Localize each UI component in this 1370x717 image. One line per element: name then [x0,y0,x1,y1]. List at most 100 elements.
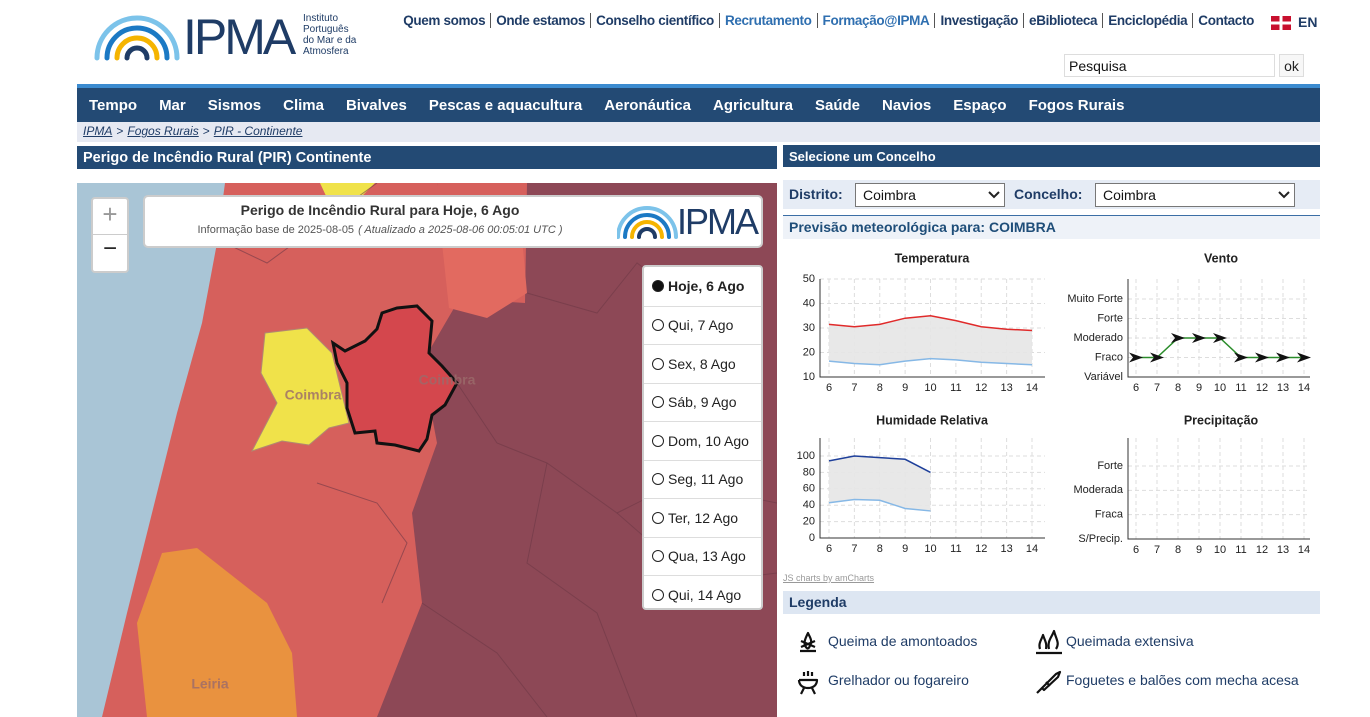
map-popup: Perigo de Incêndio Rural para Hoje, 6 Ag… [143,195,763,248]
wind-arrow [1192,333,1206,343]
series-line [828,498,931,512]
map-yellow [250,327,350,452]
nav-item[interactable]: Mar [159,96,186,114]
top-link[interactable]: Investigação [934,13,1023,28]
y-tick-label: 30 [803,322,815,334]
breadcrumb-separator: > [116,124,124,138]
y-tick-label: Fraca [1095,509,1124,521]
x-tick-label: 14 [1026,382,1038,394]
logo-arc [623,213,671,239]
y-tick-label: Muito Forte [1067,293,1123,305]
y-tick-label: Forte [1097,460,1123,472]
breadcrumb-link[interactable]: IPMA [83,124,113,138]
nav-item[interactable]: Saúde [815,96,861,114]
nav-item[interactable]: Fogos Rurais [1028,96,1125,114]
select-box[interactable]: Coimbra [1095,183,1295,207]
radio [652,473,664,486]
radio [652,550,664,563]
map-border [526,462,638,717]
nav-item[interactable]: Espaço [953,96,1007,114]
nav-item[interactable]: Clima [283,96,324,114]
wind-arrow [1129,352,1143,363]
nav-item[interactable]: Agricultura [712,96,793,114]
x-tick-label: 8 [1175,544,1181,556]
top-link[interactable]: Recrutamento [718,13,817,28]
nav-item[interactable]: Aeronáutica [604,96,691,114]
popup-updated: ( Atualizado a 2025-08-06 00:05:01 UTC ) [358,224,563,236]
logo-arc [124,45,150,61]
select-box[interactable]: Coimbra [855,183,1005,207]
y-tick-label: S/Precip. [1078,533,1123,545]
logo-arc [114,35,160,61]
top-link[interactable]: Quem somos [403,13,486,28]
chart-title: Temperatura [895,251,971,265]
x-tick-label: 12 [1256,382,1268,394]
top-link[interactable]: Onde estamos [490,13,590,28]
logo-arc [94,15,180,61]
flag-icon [1271,16,1291,30]
axis-line [1127,279,1310,378]
axis-line [819,279,1045,378]
legend-icon [800,631,816,653]
day-option[interactable]: Qui, 14 Ago [644,575,761,614]
chart-credit[interactable]: JS charts by amCharts [783,573,875,583]
day-option[interactable]: Seg, 11 Ago [644,459,761,499]
day-option[interactable]: Qua, 13 Ago [644,536,761,576]
top-link[interactable]: Contacto [1192,13,1259,28]
top-link[interactable]: Formação@IPMA [816,13,935,28]
day-label: Hoje, 6 Ago [668,278,745,295]
day-option[interactable]: Hoje, 6 Ago [644,267,761,306]
day-option[interactable]: Dom, 10 Ago [644,421,761,460]
top-link[interactable]: eBiblioteca [1023,13,1102,28]
day-option[interactable]: Qui, 7 Ago [644,305,761,345]
zoom-control: + − [91,197,129,273]
legend-title: Legenda [783,591,1320,614]
nav-item[interactable]: Pescas e aquacultura [428,96,583,114]
icon-shape [1036,670,1062,694]
map-label: Coimbra [419,372,476,388]
icon-shape [800,631,816,653]
panel-title: Perigo de Incêndio Rural (PIR) Continent… [77,146,777,169]
breadcrumb-link[interactable]: Fogos Rurais [127,124,199,138]
selector-form: Distrito: Coimbra Concelho: Coimbra [783,180,1320,209]
nav-item[interactable]: Tempo [89,96,138,114]
select-arrow [988,191,1000,199]
range-area [829,315,1032,365]
map-border [421,602,548,717]
y-tick-label: Fraco [1095,351,1123,363]
x-tick-label: 8 [877,543,883,555]
popup-title: Perigo de Incêndio Rural para Hoje, 6 Ag… [240,202,520,218]
main-nav: Tempo Mar Sismos Clima Bivalves Pescas e aqua… [77,84,1320,122]
nav-item[interactable]: Navios [882,96,932,114]
top-links: Quem somos Onde estamos Conselho científic… [398,13,1259,28]
day-option[interactable]: Sáb, 9 Ago [644,382,761,422]
wind-arrow [1297,352,1311,363]
map-label: Leiria [191,676,229,692]
wind-arrow [1276,352,1290,363]
legend-item: Queima de amontoados [828,633,978,649]
day-label: Qui, 14 Ago [668,586,742,603]
search-input[interactable]: Pesquisa [1064,54,1275,77]
search-button[interactable]: ok [1279,54,1304,77]
top-link[interactable]: Enciclopédia [1102,13,1192,28]
x-tick-label: 6 [1133,544,1139,556]
nav-item[interactable]: Sismos [207,96,262,114]
forecast-charts: Temperatura 6 7 8 9 10 11 12 13 14 10 20 30 40 50 Vento… [797,251,1311,556]
breadcrumb-link[interactable]: PIR - Continente [213,124,303,138]
popup-info: Informação base de 2025-08-05( Atualizad… [145,224,615,236]
wind-arrow [1234,352,1248,363]
y-tick-label: Moderado [1073,332,1123,344]
zoom-in[interactable]: + [93,199,127,235]
day-option[interactable]: Sex, 8 Ago [644,344,761,383]
chart-title: Humidade Relativa [876,413,989,427]
map-selected [330,304,459,453]
language-link[interactable]: EN [1298,14,1318,30]
map-border [316,482,408,604]
x-tick-label: 13 [1277,544,1289,556]
nav-item[interactable]: Bivalves [345,96,407,114]
day-label: Seg, 11 Ago [668,471,744,488]
zoom-out[interactable]: − [102,235,117,262]
chart-title: Precipitação [1184,413,1259,427]
top-link[interactable]: Conselho científico [590,13,719,28]
day-option[interactable]: Ter, 12 Ago [644,498,761,537]
